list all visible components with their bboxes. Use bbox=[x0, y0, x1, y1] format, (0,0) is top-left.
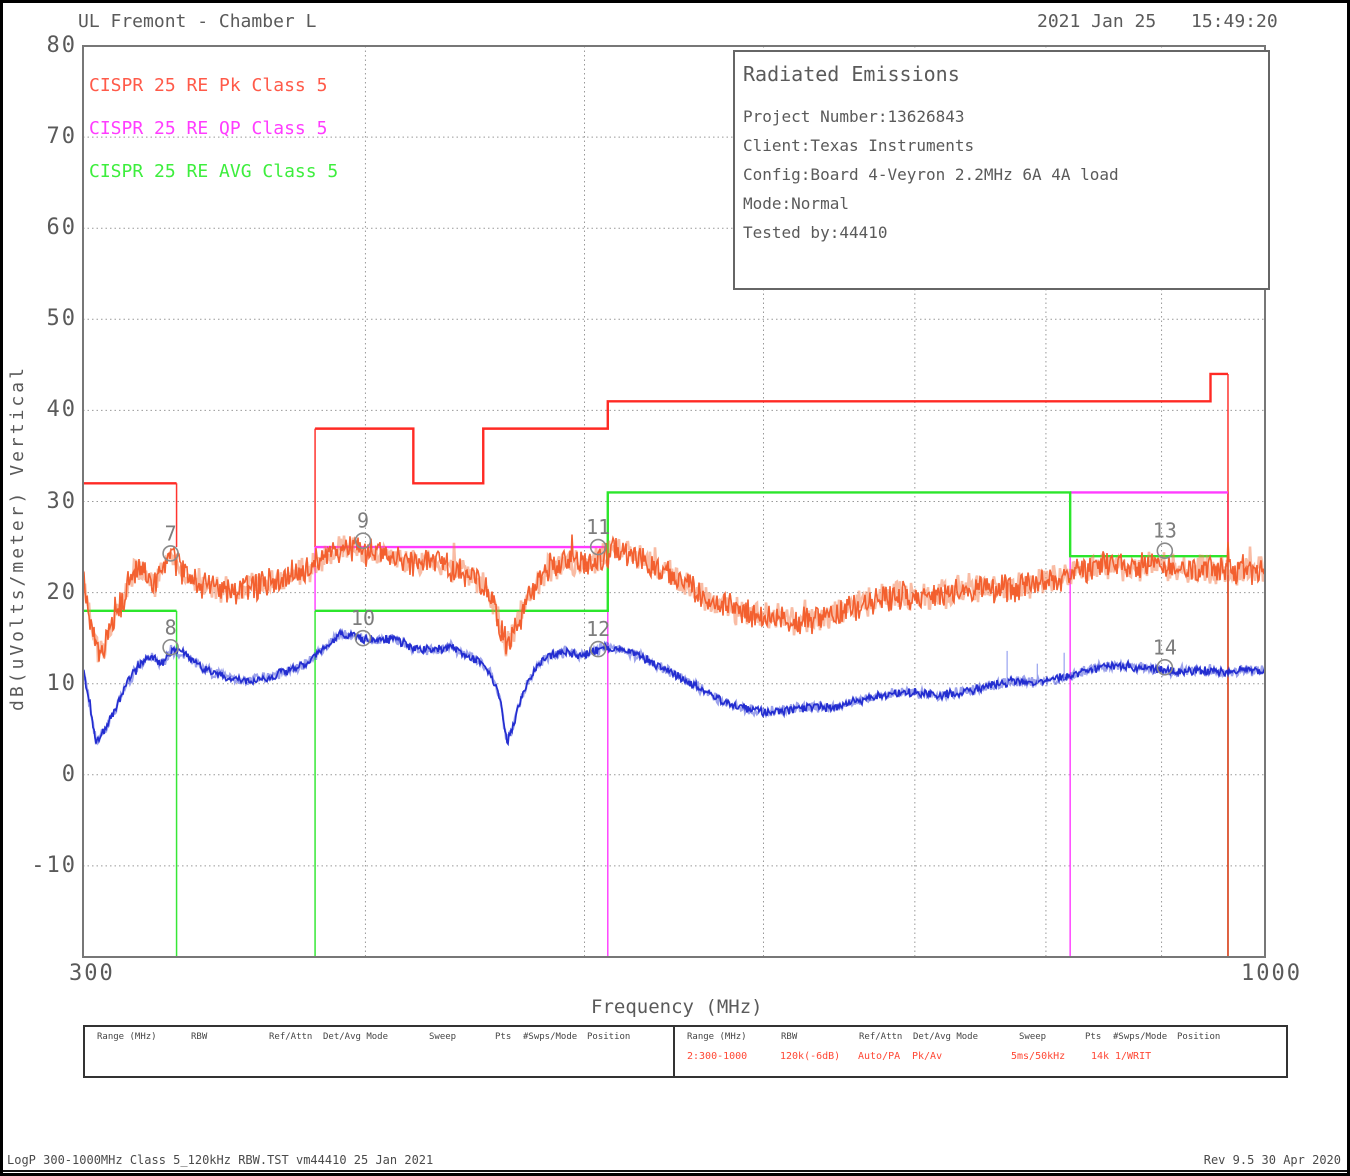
peak-trace-halo bbox=[83, 535, 1265, 663]
legend-item: CISPR 25 RE AVG Class 5 bbox=[89, 161, 339, 182]
y-tick-label: 30 bbox=[46, 488, 77, 514]
legend-item: CISPR 25 RE Pk Class 5 bbox=[89, 75, 328, 96]
marker-circle bbox=[589, 538, 607, 556]
avg-trace bbox=[83, 628, 1265, 747]
table-value-cell: Pk/Av bbox=[912, 1051, 943, 1062]
table-header-cell: Det/Avg Mode bbox=[323, 1032, 389, 1042]
table-header-cell: Range (MHz) bbox=[97, 1032, 157, 1042]
marker-number: 9 bbox=[357, 509, 369, 533]
table-header-cell: Pts bbox=[495, 1032, 512, 1042]
footer-divider bbox=[3, 1170, 1347, 1172]
y-tick-label: 0 bbox=[61, 761, 77, 787]
y-tick-label: 10 bbox=[46, 670, 77, 696]
table-header-cell: #Swps/Mode bbox=[523, 1032, 578, 1042]
table-header-cell: Pts bbox=[1085, 1032, 1102, 1042]
report-date: 2021 Jan 25 bbox=[1037, 11, 1157, 32]
marker-number: 10 bbox=[351, 606, 375, 630]
legend-item: CISPR 25 RE QP Class 5 bbox=[89, 118, 328, 139]
table-value-cell: 14k bbox=[1091, 1051, 1110, 1062]
marker-circle bbox=[162, 638, 179, 656]
y-tick-label: 20 bbox=[46, 579, 77, 605]
x-tick-300: 300 bbox=[69, 961, 115, 986]
info-line: Tested by:44410 bbox=[743, 223, 888, 242]
avg-trace-halo bbox=[83, 629, 1265, 746]
x-tick-1000: 1000 bbox=[1241, 961, 1302, 986]
footer-revision: Rev 9.5 30 Apr 2020 bbox=[1203, 1153, 1341, 1167]
table-header-cell: Ref/Attn bbox=[269, 1032, 313, 1042]
info-line: Mode:Normal bbox=[743, 194, 849, 213]
marker-circle bbox=[354, 629, 372, 647]
table-header-cell: RBW bbox=[191, 1032, 208, 1042]
marker-circle bbox=[354, 532, 372, 549]
table-header-cell: Range (MHz) bbox=[687, 1032, 747, 1042]
marker-circle bbox=[1156, 659, 1174, 676]
info-line: Config:Board 4-Veyron 2.2MHz 6A 4A load bbox=[743, 165, 1119, 184]
limit-line bbox=[315, 372, 1228, 485]
setup-table-left: Range (MHz) RBW Ref/Attn Det/Avg Mode Sweep P… bbox=[83, 1025, 675, 1078]
info-box-title: Radiated Emissions bbox=[743, 62, 960, 86]
marker-number: 14 bbox=[1153, 635, 1177, 659]
y-tick-label: 60 bbox=[46, 215, 77, 241]
setup-table-right: Range (MHz) RBW Ref/Attn Det/Avg Mode Sweep P… bbox=[673, 1025, 1288, 1078]
y-tick-label: -10 bbox=[31, 852, 77, 878]
x-axis-title: Frequency (MHz) bbox=[591, 996, 763, 1018]
marker-number: 13 bbox=[1153, 519, 1177, 543]
marker-circle bbox=[162, 545, 179, 562]
y-tick-label: 70 bbox=[46, 124, 77, 150]
marker-number: 7 bbox=[165, 521, 177, 545]
table-header-cell: Position bbox=[1177, 1032, 1221, 1042]
y-tick-label: 50 bbox=[46, 306, 77, 332]
table-header-cell: Position bbox=[587, 1032, 631, 1042]
limit-line bbox=[315, 491, 1228, 613]
report-time: 15:49:20 bbox=[1191, 11, 1278, 32]
chamber-title: UL Fremont - Chamber L bbox=[78, 11, 317, 32]
table-header-cell: Ref/Attn bbox=[859, 1032, 903, 1042]
info-box-lines: Project Number:13626843 Client:Texas Inst… bbox=[735, 104, 1268, 246]
footer-file-info: LogP 300-1000MHz Class 5_120kHz RBW.TST … bbox=[7, 1153, 434, 1167]
emissions-chart: 7 8 9 10 11 12 13 14 bbox=[82, 45, 1266, 958]
y-tick-label: 40 bbox=[46, 397, 77, 423]
marker-number: 12 bbox=[586, 617, 610, 641]
plot-border bbox=[82, 45, 1266, 958]
table-header-cell: Det/Avg Mode bbox=[913, 1032, 979, 1042]
marker-circle bbox=[589, 640, 607, 658]
marker-circle bbox=[1156, 542, 1174, 559]
info-line: Client:Texas Instruments bbox=[743, 136, 975, 155]
peak-trace bbox=[83, 534, 1265, 662]
table-value-cell: 2:300-1000 bbox=[687, 1051, 748, 1062]
y-tick-label: 80 bbox=[46, 33, 77, 58]
table-value-cell: 120k(-6dB) bbox=[780, 1051, 841, 1062]
table-header-cell: #Swps/Mode bbox=[1113, 1032, 1168, 1042]
test-info-box: Radiated Emissions Project Number:136268… bbox=[733, 50, 1270, 290]
marker-number: 11 bbox=[586, 515, 610, 539]
table-value-cell: Auto/PA bbox=[858, 1051, 901, 1062]
info-line: Project Number:13626843 bbox=[743, 107, 965, 126]
table-header-cell: RBW bbox=[781, 1032, 798, 1042]
table-value-cell: 1/WRIT bbox=[1115, 1051, 1152, 1062]
table-value-cell: 5ms/50kHz bbox=[1011, 1051, 1066, 1062]
table-header-cell: Sweep bbox=[429, 1032, 457, 1042]
marker-number: 8 bbox=[165, 615, 177, 639]
table-header-cell: Sweep bbox=[1019, 1032, 1047, 1042]
